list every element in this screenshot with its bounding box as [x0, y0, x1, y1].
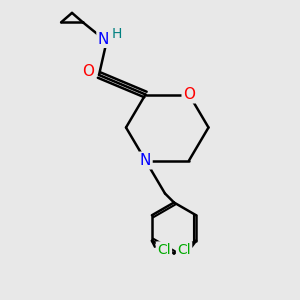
Text: Cl: Cl	[157, 243, 171, 257]
Text: H: H	[112, 28, 122, 41]
Text: N: N	[140, 153, 151, 168]
Text: O: O	[82, 64, 94, 80]
Text: N: N	[98, 32, 109, 46]
Text: O: O	[183, 87, 195, 102]
Text: Cl: Cl	[177, 243, 191, 257]
